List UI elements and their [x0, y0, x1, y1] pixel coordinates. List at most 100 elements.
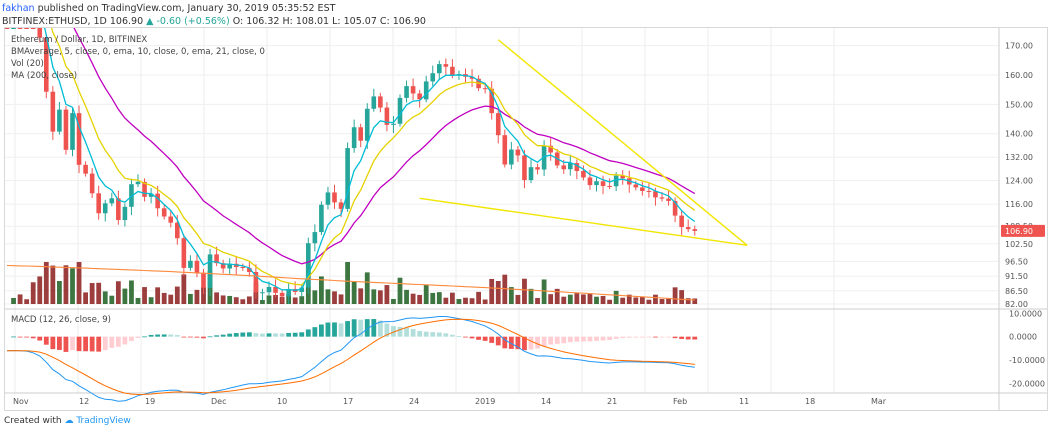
macd-histogram-bar — [646, 336, 652, 338]
price-tick-label: 140.00 — [1005, 130, 1033, 139]
volume-bar — [463, 297, 468, 304]
macd-histogram-bar — [89, 336, 95, 352]
volume-bar — [181, 274, 187, 304]
macd-histogram-bar — [207, 336, 213, 338]
macd-histogram-bar — [338, 323, 344, 337]
macd-histogram-bar — [129, 336, 134, 341]
price-tick-label: 170.00 — [1005, 42, 1033, 51]
macd-histogram-bar — [201, 336, 206, 339]
volume-bar — [227, 295, 233, 304]
volume-bar — [70, 268, 75, 304]
macd-histogram-bar — [404, 327, 409, 337]
candle-body — [207, 254, 213, 288]
candle-body — [535, 167, 540, 170]
macd-histogram-bar — [535, 336, 540, 349]
macd-histogram-bar — [463, 336, 468, 338]
macd-tick-label: -20.0000 — [1009, 379, 1045, 388]
candle-body — [253, 271, 259, 293]
macd-histogram-bar — [639, 336, 645, 338]
candle-body — [83, 164, 88, 174]
time-tick-label: 17 — [343, 397, 353, 406]
macd-tick-label: -10.0000 — [1009, 356, 1045, 365]
macd-histogram-bar — [377, 320, 383, 337]
candle-body — [437, 64, 442, 74]
time-tick-label: Dec — [211, 397, 226, 406]
macd-histogram-bar — [135, 336, 141, 338]
chart-canvas[interactable]: 170.00 160.00 150.00 140.00 132.00 124.00 116.… — [5, 28, 1047, 410]
macd-histogram-bar — [436, 332, 442, 337]
macd-histogram-bar — [384, 323, 390, 337]
volume-bar — [685, 298, 691, 304]
volume-bar — [161, 292, 167, 304]
macd-histogram-bar — [174, 335, 180, 337]
macd-histogram-bar — [50, 336, 56, 350]
ma200-line — [6, 264, 695, 301]
tradingview-brand[interactable]: TradingView — [76, 416, 131, 426]
time-tick-label: 2019 — [475, 397, 495, 406]
volume-bar — [129, 280, 134, 304]
time-tick-label: 18 — [805, 397, 815, 406]
macd-histogram-bar — [332, 322, 337, 337]
volume-bar — [273, 294, 278, 304]
trendline — [497, 39, 748, 246]
price-tick-label: 102.50 — [1005, 240, 1033, 249]
ohlc-text: O: 106.32 H: 108.01 L: 105.07 C: 106.90 — [232, 16, 426, 27]
macd-histogram-bar — [345, 321, 350, 337]
time-tick-label: 14 — [541, 397, 551, 406]
legend-bma: BMAverage, 5, close, 0, ema, 10, close, … — [11, 47, 265, 57]
volume-bar — [443, 297, 449, 304]
volume-bar — [57, 281, 62, 304]
macd-histogram-bar — [508, 336, 514, 349]
legend-ma: MA (200, close) — [11, 71, 77, 81]
macd-histogram-bar — [371, 319, 377, 337]
macd-histogram-bar — [456, 336, 462, 337]
time-tick-label: Mar — [871, 397, 887, 406]
macd-histogram-bar — [83, 336, 88, 352]
volume-bar — [174, 286, 180, 304]
volume-bar — [666, 297, 671, 304]
candle-body — [188, 260, 193, 268]
volume-bar — [194, 289, 200, 304]
volume-bar — [659, 298, 665, 304]
price-tick-label: 150.00 — [1005, 100, 1033, 109]
volume-bar — [469, 298, 475, 304]
candle-body — [240, 267, 246, 269]
candle-body — [76, 113, 82, 165]
candle-body — [148, 193, 154, 197]
macd-histogram-bar — [659, 336, 665, 338]
volume-bar — [574, 293, 580, 304]
candle-body — [666, 198, 671, 201]
macd-histogram-bar — [168, 334, 174, 337]
published-text: published on TradingView.com, January 30… — [37, 3, 336, 14]
macd-histogram-bar — [37, 336, 43, 341]
macd-histogram-bar — [181, 336, 187, 338]
candle-body — [181, 238, 187, 268]
candle-body — [201, 272, 206, 288]
macd-histogram-bar — [63, 336, 69, 352]
macd-histogram-bar — [76, 336, 82, 352]
candle-body — [633, 184, 639, 188]
volume-bar — [581, 294, 586, 304]
candle-body — [594, 181, 599, 186]
volume-bar — [522, 278, 527, 304]
volume-bar — [515, 294, 521, 304]
candle-body — [620, 175, 625, 179]
candle-body — [312, 232, 318, 244]
candle-body — [319, 204, 324, 233]
macd-histogram-bar — [672, 336, 678, 339]
volume-bar — [76, 262, 82, 304]
volume-bar — [338, 294, 344, 304]
time-tick-label: 21 — [607, 397, 617, 406]
macd-histogram-bar — [155, 334, 161, 337]
volume-bar — [646, 299, 652, 304]
header-line-1: fakhan published on TradingView.com, Jan… — [2, 2, 426, 15]
macd-histogram-bar — [515, 336, 521, 350]
candle-body — [30, 28, 36, 29]
volume-bar — [89, 283, 95, 304]
ema10-line — [50, 28, 696, 286]
candle-body — [17, 28, 23, 29]
header: fakhan published on TradingView.com, Jan… — [2, 2, 426, 28]
macd-histogram-bar — [620, 336, 626, 339]
macd-histogram-bar — [102, 336, 108, 351]
author-link[interactable]: fakhan — [2, 3, 35, 14]
